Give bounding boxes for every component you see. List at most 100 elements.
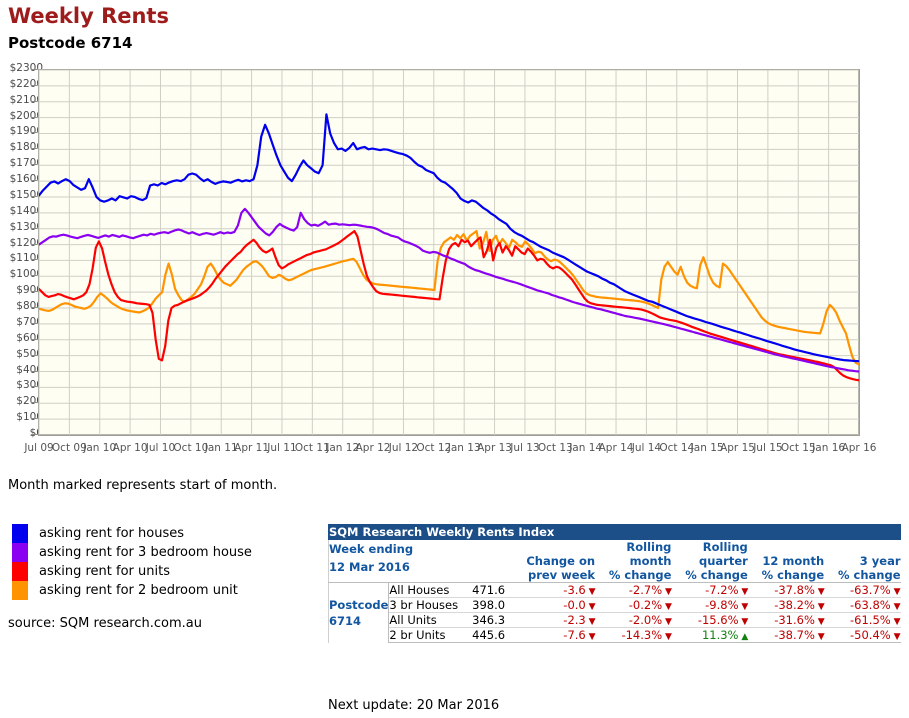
column-header-line: % change (761, 568, 825, 582)
legend-row: asking rent for houses (12, 524, 252, 543)
chart-series-1 (39, 207, 859, 373)
y-axis-tick (31, 227, 37, 229)
x-axis-tick-label: Apr 10 (112, 442, 148, 454)
column-header-1: Rolling month% change (595, 539, 672, 583)
chart-lines (39, 70, 859, 435)
row-change-cell: -61.5% ▼ (824, 612, 901, 628)
change-value: -63.7% (850, 583, 891, 597)
y-axis-tick-label: $1600 (9, 173, 43, 186)
change-value: -14.3% (621, 628, 663, 642)
column-header-line: month (629, 554, 672, 568)
arrow-down-icon: ▼ (890, 602, 901, 612)
legend-units-label: asking rent for units (39, 564, 170, 579)
x-axis-tick-label: Jul 12 (388, 442, 419, 454)
arrow-down-icon: ▼ (662, 587, 672, 597)
row-change-cell: -31.6% ▼ (748, 612, 825, 628)
x-axis-tick-label: Apr 11 (234, 442, 270, 454)
change-value: -31.6% (774, 613, 815, 627)
y-axis-tick (31, 307, 37, 309)
table-row: 3 br Houses 398.0 -0.0 ▼ -0.2% ▼ -9.8% ▼ -38.… (329, 597, 901, 613)
x-axis-tick-label: Oct 10 (173, 442, 209, 454)
arrow-down-icon: ▼ (814, 602, 825, 612)
chart-series-0 (39, 113, 859, 363)
change-value: -3.6 (563, 583, 586, 597)
row-change-cell: -3.6 ▼ (511, 582, 596, 598)
change-value: -61.5% (850, 613, 891, 627)
column-header-3: 12 month% change (747, 539, 825, 583)
y-axis-tick (31, 402, 37, 404)
row-category: All Units (388, 612, 473, 628)
legend-houses-label: asking rent for houses (39, 526, 185, 541)
x-axis-tick-label: Jan 12 (326, 442, 360, 454)
y-axis-tick-label: $2100 (9, 93, 43, 106)
y-axis-tick-label: $1300 (9, 220, 43, 233)
change-value: -38.7% (774, 628, 815, 642)
change-value: -9.8% (705, 598, 739, 612)
row-change-cell: -15.6% ▼ (671, 612, 749, 628)
arrow-down-icon: ▼ (585, 602, 596, 612)
column-header-line (825, 540, 900, 554)
y-axis-tick (31, 180, 37, 182)
y-axis-tick-label: $400 (16, 363, 43, 376)
weekly-rents-chart: $2300 $2200 $2100 $2000 $1900 $1800 $1700 $1600… (0, 60, 909, 468)
y-axis-tick (31, 322, 37, 324)
x-axis-tick-label: Oct 09 (51, 442, 87, 454)
x-axis-tick-label: Jul 09 (24, 442, 54, 454)
x-axis-tick-label: Jan 15 (690, 442, 724, 454)
y-axis-tick (31, 195, 37, 197)
change-value: -2.0% (628, 613, 663, 627)
arrow-up-icon: ▲ (738, 632, 749, 642)
row-change-cell: -37.8% ▼ (748, 582, 825, 598)
y-axis-tick (31, 211, 37, 213)
row-index-value: 471.6 (472, 582, 512, 598)
legend-row: asking rent for 3 bedroom house (12, 543, 252, 562)
row-category: 3 br Houses (388, 597, 473, 613)
arrow-down-icon: ▼ (662, 617, 672, 627)
chart-plot-area (38, 69, 860, 436)
arrow-down-icon: ▼ (814, 617, 825, 627)
y-axis-tick-label: $2000 (9, 109, 43, 122)
change-value: -0.2% (628, 598, 663, 612)
table-row: Postcode 6714 All Houses 471.6 -3.6 ▼ -2.7% ▼… (327, 582, 901, 643)
y-axis-tick-label: $200 (16, 395, 43, 408)
column-header-line: quarter (698, 554, 748, 568)
x-axis-tick-label: Oct 11 (294, 442, 330, 454)
change-value: 11.3% (701, 628, 739, 642)
column-header-line (749, 540, 824, 554)
y-axis-tick-label: $1400 (9, 204, 43, 217)
x-axis-tick-label: Apr 14 (598, 442, 634, 454)
y-axis-tick-label: $1500 (9, 188, 43, 201)
y-axis-tick (31, 370, 37, 372)
row-change-cell: -50.4% ▼ (824, 627, 901, 643)
y-axis-tick-label: $100 (16, 411, 43, 424)
y-axis-tick (31, 84, 37, 86)
row-change-cell: -7.2% ▼ (671, 582, 749, 598)
column-header-line: % change (837, 568, 901, 582)
x-axis-tick-label: Jan 10 (83, 442, 117, 454)
chart-series-2 (39, 230, 859, 382)
y-axis-tick (31, 386, 37, 388)
y-axis-tick-label: $1000 (9, 268, 43, 281)
y-axis-tick-label: $500 (16, 347, 43, 360)
arrow-down-icon: ▼ (738, 617, 749, 627)
x-axis-tick-label: Jan 13 (447, 442, 481, 454)
arrow-down-icon: ▼ (585, 632, 596, 642)
column-header-line: Rolling (626, 540, 672, 554)
change-value: -0.0 (563, 598, 586, 612)
postcode-label: Postcode (329, 597, 389, 612)
change-value: -38.2% (774, 598, 815, 612)
change-value: -2.7% (628, 583, 663, 597)
postcode-cell: Postcode 6714 (327, 582, 390, 643)
legend-3br-house-swatch (12, 543, 28, 562)
row-index-value: 346.3 (472, 612, 512, 628)
column-header-line: 12 month (762, 554, 825, 568)
y-axis-tick (31, 69, 37, 70)
row-change-cell: -7.6 ▼ (511, 627, 596, 643)
row-change-cell: -2.7% ▼ (595, 582, 672, 598)
week-ending-date: 12 Mar 2016 (329, 560, 410, 574)
table-row: All Units 346.3 -2.3 ▼ -2.0% ▼ -15.6% ▼ -31.6… (329, 612, 901, 628)
change-value: -15.6% (697, 613, 739, 627)
y-axis-tick-label: $1700 (9, 157, 43, 170)
y-axis-tick-label: $1200 (9, 236, 43, 249)
column-header-line: % change (608, 568, 672, 582)
